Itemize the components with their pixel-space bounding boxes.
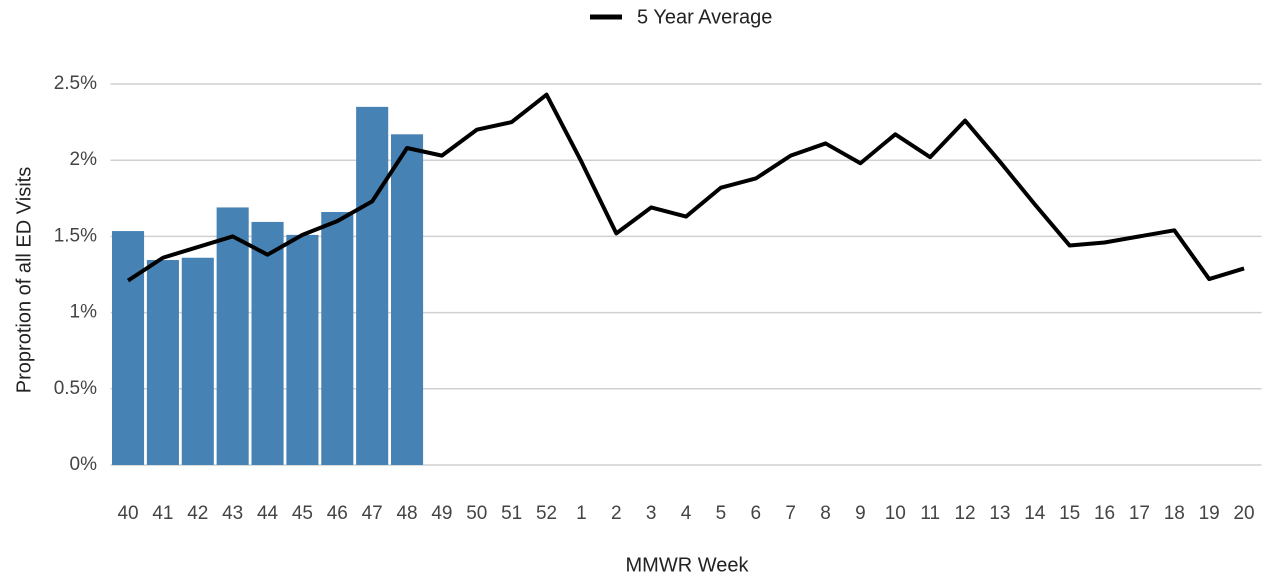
x-tick-label: 19 [1199,503,1220,524]
x-tick-label: 5 [716,503,727,524]
x-tick-label: 8 [820,503,831,524]
y-tick-label: 1.5% [54,225,97,246]
x-tick-label: 40 [117,503,138,524]
x-tick-label: 18 [1164,503,1185,524]
y-tick-label: 0.5% [54,378,97,399]
bar [216,207,249,465]
x-tick-label: 6 [751,503,762,524]
x-tick-label: 3 [646,503,657,524]
x-tick-label: 13 [989,503,1010,524]
x-tick-label: 17 [1129,503,1150,524]
x-tick-label: 11 [920,503,940,524]
bar [111,231,145,465]
bar [146,260,179,465]
x-tick-label: 41 [152,503,173,524]
x-tick-label: 46 [327,503,348,524]
bar [321,212,354,465]
y-axis-title: Proprotion of all ED Visits [13,167,35,393]
y-tick-label: 2.5% [54,73,97,94]
x-tick-label: 4 [681,503,692,524]
bar [356,106,389,466]
bar [251,221,284,465]
x-tick-label: 52 [536,503,557,524]
x-tick-label: 12 [954,503,975,524]
line [126,92,1245,283]
bar [286,234,319,465]
x-tick-label: 51 [501,503,522,524]
x-tick-label: 1 [576,503,587,524]
legend-label: 5 Year Average [637,6,772,28]
x-axis-title: MMWR Week [626,554,750,576]
x-tick-label: 47 [362,503,383,524]
x-tick-label: 20 [1233,503,1254,524]
x-tick-label: 42 [187,503,208,524]
x-tick-label: 43 [222,503,243,524]
y-tick-label: 1% [70,302,98,323]
x-tick-label: 10 [885,503,906,524]
x-tick-label: 15 [1059,503,1080,524]
x-tick-label: 2 [611,503,622,524]
bar [181,257,214,465]
x-tick-label: 7 [785,503,796,524]
x-tick-label: 14 [1024,503,1046,524]
x-tick-label: 48 [396,503,417,524]
y-tick-label: 2% [70,149,98,170]
x-tick-label: 50 [466,503,487,524]
x-tick-label: 44 [257,503,279,524]
y-tick-label: 0% [70,454,98,475]
x-tick-label: 45 [292,503,313,524]
x-tick-label: 49 [431,503,452,524]
bar [391,134,424,466]
x-tick-label: 16 [1094,503,1115,524]
x-tick-label: 9 [855,503,866,524]
